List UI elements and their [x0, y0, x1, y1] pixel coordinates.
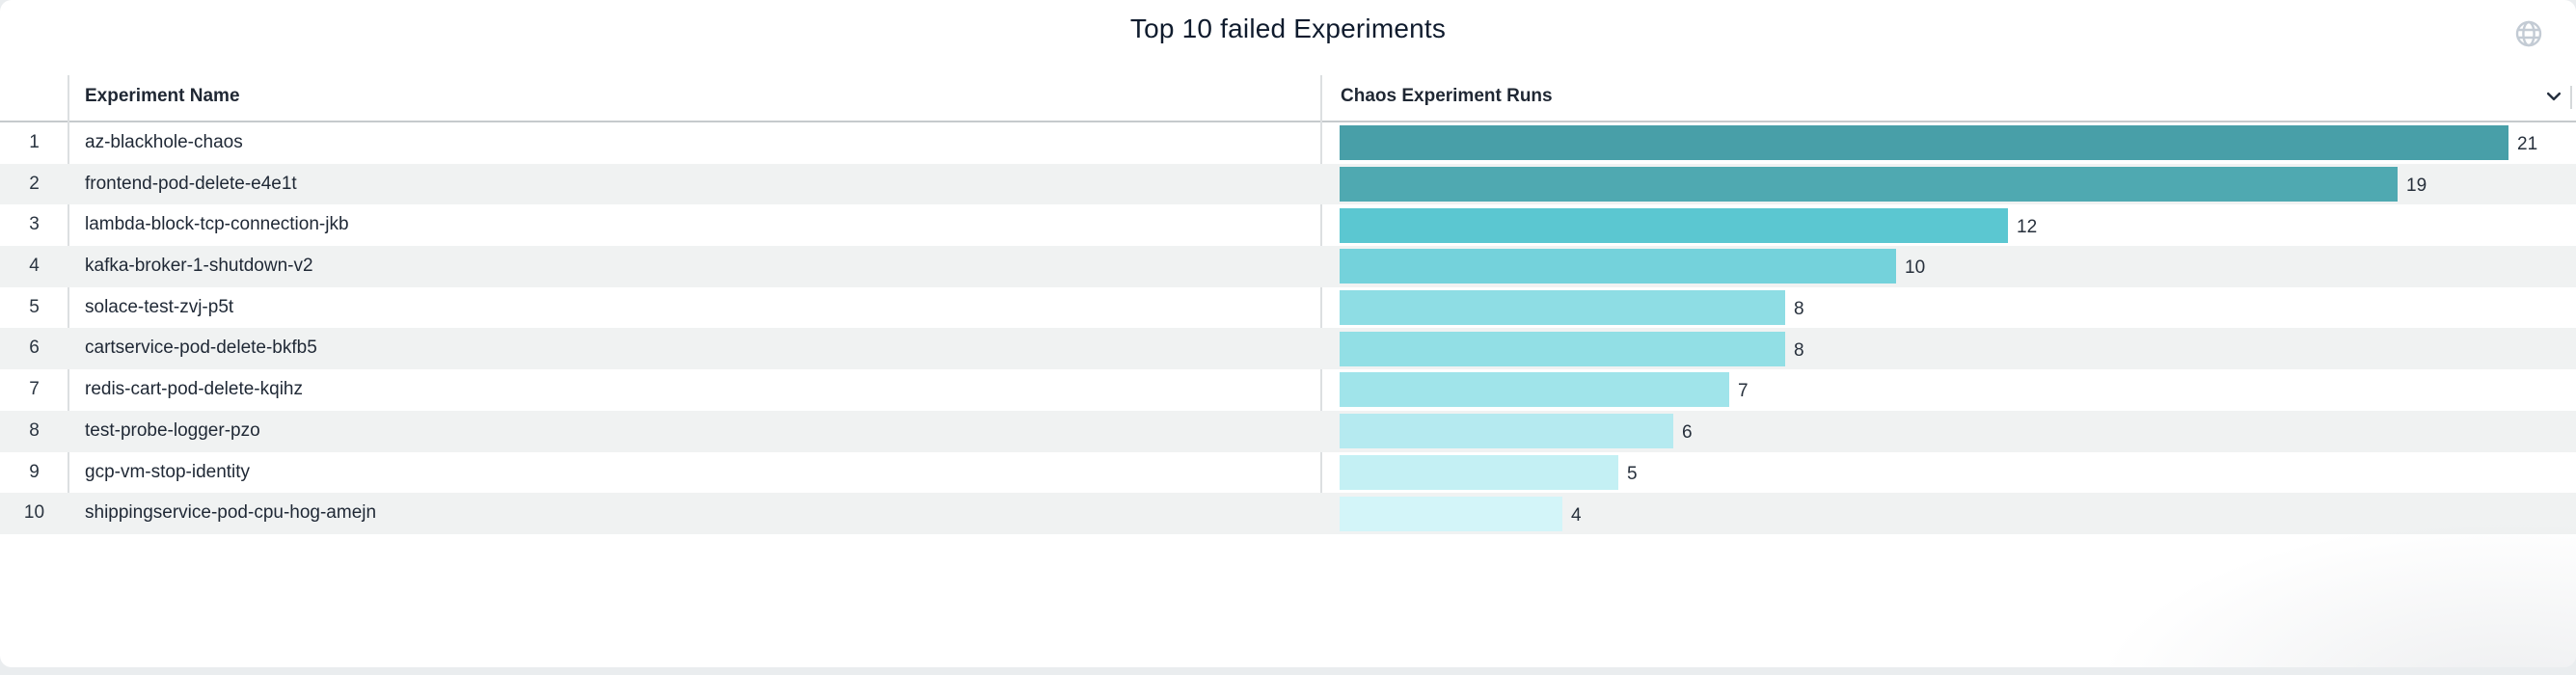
bar-value-label: 6 [1682, 422, 1693, 444]
column-header-experiment-name[interactable]: Experiment Name [85, 86, 240, 106]
column-divider-mid [1320, 75, 1322, 534]
table-row: 10 shippingservice-pod-cpu-hog-amejn 4 [0, 493, 2576, 534]
row-rank: 7 [29, 379, 40, 400]
row-name: az-blackhole-chaos [85, 132, 243, 152]
row-rank: 2 [29, 173, 40, 194]
table-row: 3 lambda-block-tcp-connection-jkb 12 [0, 204, 2576, 246]
row-chart-cell: 5 [1321, 452, 2576, 494]
row-chart-cell: 7 [1321, 369, 2576, 411]
bar-value-label: 5 [1627, 463, 1638, 484]
bar[interactable] [1340, 167, 2398, 202]
table-row: 8 test-probe-logger-pzo 6 [0, 410, 2576, 452]
row-chart-cell: 4 [1321, 493, 2576, 534]
row-chart-cell: 21 [1321, 122, 2576, 164]
row-chart-cell: 8 [1321, 328, 2576, 369]
row-name: solace-test-zvj-p5t [85, 296, 234, 317]
bar-value-label: 7 [1738, 381, 1749, 402]
row-chart-cell: 12 [1321, 204, 2576, 246]
row-chart-cell: 6 [1321, 411, 2576, 452]
table-row: 7 redis-cart-pod-delete-kqihz 7 [0, 369, 2576, 411]
row-name: frontend-pod-delete-e4e1t [85, 173, 297, 194]
bar[interactable] [1340, 207, 2008, 243]
table-body: 1 az-blackhole-chaos 21 2 frontend-pod-d… [0, 122, 2576, 534]
row-rank: 9 [29, 461, 40, 482]
row-name: kafka-broker-1-shutdown-v2 [85, 256, 313, 277]
row-name: shippingservice-pod-cpu-hog-amejn [85, 502, 377, 524]
bar[interactable] [1340, 249, 1896, 284]
bar[interactable] [1340, 496, 1562, 531]
globe-icon[interactable] [2513, 18, 2544, 49]
header-right-divider [2570, 86, 2572, 109]
row-rank: 3 [29, 214, 40, 235]
bar[interactable] [1340, 331, 1785, 366]
row-rank: 8 [29, 419, 40, 441]
table-row: 2 frontend-pod-delete-e4e1t 19 [0, 163, 2576, 205]
row-name: gcp-vm-stop-identity [85, 461, 251, 482]
page-title: Top 10 failed Experiments [1129, 14, 1447, 43]
bar-value-label: 19 [2406, 176, 2427, 197]
bar[interactable] [1340, 414, 1673, 449]
table-row: 1 az-blackhole-chaos 21 [0, 122, 2576, 164]
bar-value-label: 8 [1794, 339, 1804, 361]
table-row: 9 gcp-vm-stop-identity 5 [0, 452, 2576, 494]
column-header-chaos-runs[interactable]: Chaos Experiment Runs [1341, 86, 1553, 106]
bar[interactable] [1340, 125, 2508, 161]
row-name: test-probe-logger-pzo [85, 419, 260, 441]
table-row: 5 solace-test-zvj-p5t 8 [0, 287, 2576, 329]
bar-value-label: 21 [2517, 134, 2538, 155]
bar[interactable] [1340, 372, 1729, 408]
row-name: lambda-block-tcp-connection-jkb [85, 214, 349, 235]
row-name: cartservice-pod-delete-bkfb5 [85, 338, 317, 359]
bar[interactable] [1340, 290, 1785, 326]
bar-value-label: 10 [1905, 257, 1926, 279]
table-row: 4 kafka-broker-1-shutdown-v2 10 [0, 246, 2576, 287]
bar-value-label: 12 [2017, 216, 2038, 237]
row-rank: 4 [29, 256, 40, 277]
row-chart-cell: 8 [1321, 287, 2576, 329]
row-name: redis-cart-pod-delete-kqihz [85, 379, 303, 400]
row-rank: 1 [29, 132, 40, 152]
table-row: 6 cartservice-pod-delete-bkfb5 8 [0, 328, 2576, 370]
row-chart-cell: 19 [1321, 164, 2576, 205]
row-chart-cell: 10 [1321, 246, 2576, 287]
chevron-down-icon[interactable] [2544, 87, 2563, 106]
bar[interactable] [1340, 454, 1618, 490]
row-rank: 6 [29, 338, 40, 359]
bar-value-label: 8 [1794, 299, 1804, 320]
row-rank: 5 [29, 296, 40, 317]
column-divider-left [68, 75, 69, 534]
bar-value-label: 4 [1571, 504, 1582, 526]
table-header: Experiment Name Chaos Experiment Runs [0, 72, 2576, 122]
row-rank: 10 [23, 502, 45, 524]
